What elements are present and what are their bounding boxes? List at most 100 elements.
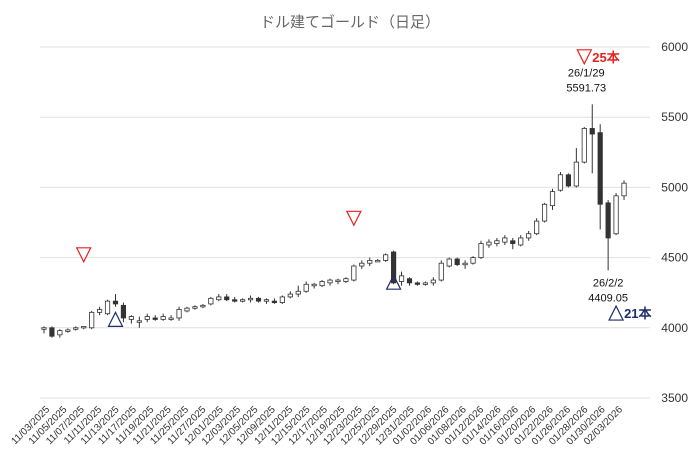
y-tick-label: 4000 (661, 321, 688, 335)
buy-signal-triangle (608, 304, 625, 321)
candle-body-up (97, 309, 103, 313)
y-tick-label: 6000 (661, 40, 688, 54)
sell-signal-triangle (576, 49, 593, 66)
candle (144, 313, 150, 323)
y-tick-label: 4500 (661, 251, 688, 265)
candle (287, 291, 293, 299)
candle-body-down (120, 304, 127, 319)
candle (605, 200, 611, 271)
candle-body-up (335, 279, 341, 282)
candle (49, 326, 55, 338)
candle (565, 173, 571, 188)
candle (65, 328, 71, 333)
sell-signal-triangle (75, 247, 92, 264)
candle-body-up (549, 191, 556, 207)
candle-body-up (263, 299, 270, 302)
candle-body-down (414, 282, 421, 285)
candle-body-up (89, 311, 95, 329)
candle-body-up (104, 300, 111, 315)
candle-body-up (81, 325, 87, 329)
candle (232, 296, 238, 303)
candle (414, 281, 421, 286)
candle (295, 285, 301, 297)
signal-marks: 25本 21本 (75, 49, 652, 327)
candle-body-up (557, 174, 564, 191)
candle (510, 237, 516, 250)
candle (327, 278, 333, 286)
candle-body-down (605, 202, 611, 239)
candle (240, 298, 246, 303)
buy-signal-triangle (385, 273, 402, 290)
candle-body-down (112, 300, 119, 305)
candle (367, 257, 373, 267)
candle-body-up (541, 203, 548, 222)
candle (613, 193, 619, 236)
candle (335, 278, 341, 285)
candle-body-up (303, 283, 309, 292)
candle-body-up (327, 279, 333, 284)
candle-body-up (383, 254, 389, 261)
candle-body-up (359, 262, 365, 267)
candle (502, 235, 508, 245)
candle-body-up (621, 182, 627, 197)
candle (406, 277, 413, 286)
candle (351, 264, 357, 282)
candle (398, 271, 405, 286)
candle (152, 315, 158, 321)
grid-layer (40, 46, 650, 399)
candle (168, 315, 174, 321)
candle-body-up (502, 237, 508, 243)
candle (549, 188, 556, 210)
candle-body-down (391, 251, 397, 284)
candle (383, 253, 389, 262)
candle-body-up (470, 257, 476, 264)
candle (255, 296, 262, 303)
candle-body-up (176, 309, 182, 319)
candle-body-down (597, 132, 603, 205)
candle (41, 326, 47, 334)
candle-body-up (216, 296, 222, 301)
candle (73, 326, 79, 331)
candle-body-up (136, 320, 142, 323)
candle (486, 239, 492, 248)
y-tick-label: 5500 (661, 110, 688, 124)
candle (573, 148, 579, 188)
candles (41, 104, 627, 338)
candle-body-down (232, 299, 238, 302)
chart-title: ドル建てゴールド（日足） (260, 13, 440, 31)
candle (192, 305, 198, 310)
candle (216, 294, 222, 302)
candle-body-up (128, 316, 134, 320)
candle-body-up (184, 307, 190, 312)
candle (534, 218, 540, 236)
candle-body-up (73, 327, 79, 330)
candle (621, 180, 627, 201)
candle-body-up (526, 233, 532, 239)
sell-signal-triangle (345, 210, 362, 227)
candle-body-up (534, 220, 540, 235)
candle (128, 315, 134, 324)
candle (430, 277, 436, 286)
y-axis: 3500 4000 4500 5000 5500 6000 (661, 40, 688, 405)
candle (104, 299, 111, 316)
candle (81, 325, 87, 330)
candle (120, 302, 127, 323)
candle-body-up (438, 262, 444, 281)
candle-body-up (192, 306, 198, 309)
candle-body-up (518, 237, 524, 246)
candle (518, 235, 524, 247)
candle-body-up (430, 279, 436, 284)
sell-count-label: 25本 (592, 50, 619, 65)
candle (597, 124, 603, 230)
candle (478, 240, 484, 260)
candle (470, 256, 476, 265)
candle-body-up (573, 161, 579, 187)
candle (589, 104, 595, 174)
candle-body-up (311, 283, 317, 287)
high-date-label: 26/1/29 (568, 67, 605, 79)
candle (247, 295, 254, 303)
candle-body-up (208, 297, 214, 305)
candle-body-up (581, 128, 587, 163)
candle (89, 310, 95, 330)
